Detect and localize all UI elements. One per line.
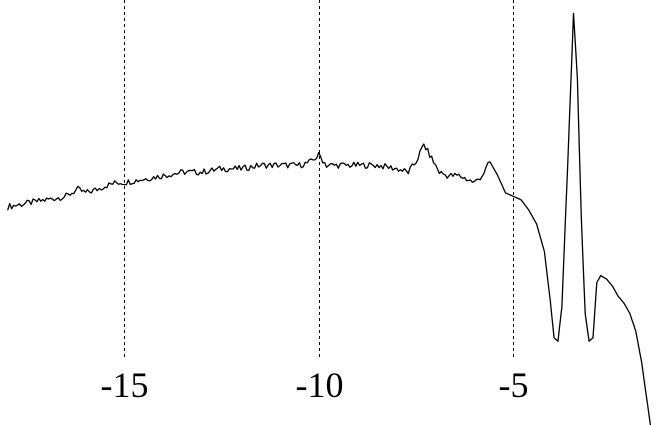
series-layer xyxy=(7,12,652,425)
x-tick-label: -10 xyxy=(296,365,344,405)
x-tick-label: -5 xyxy=(499,365,529,405)
grid-layer xyxy=(124,0,514,360)
x-tick-label: -15 xyxy=(101,365,149,405)
x-tick-labels: -15 -10 -5 xyxy=(101,365,529,405)
series-line-0 xyxy=(7,12,652,425)
